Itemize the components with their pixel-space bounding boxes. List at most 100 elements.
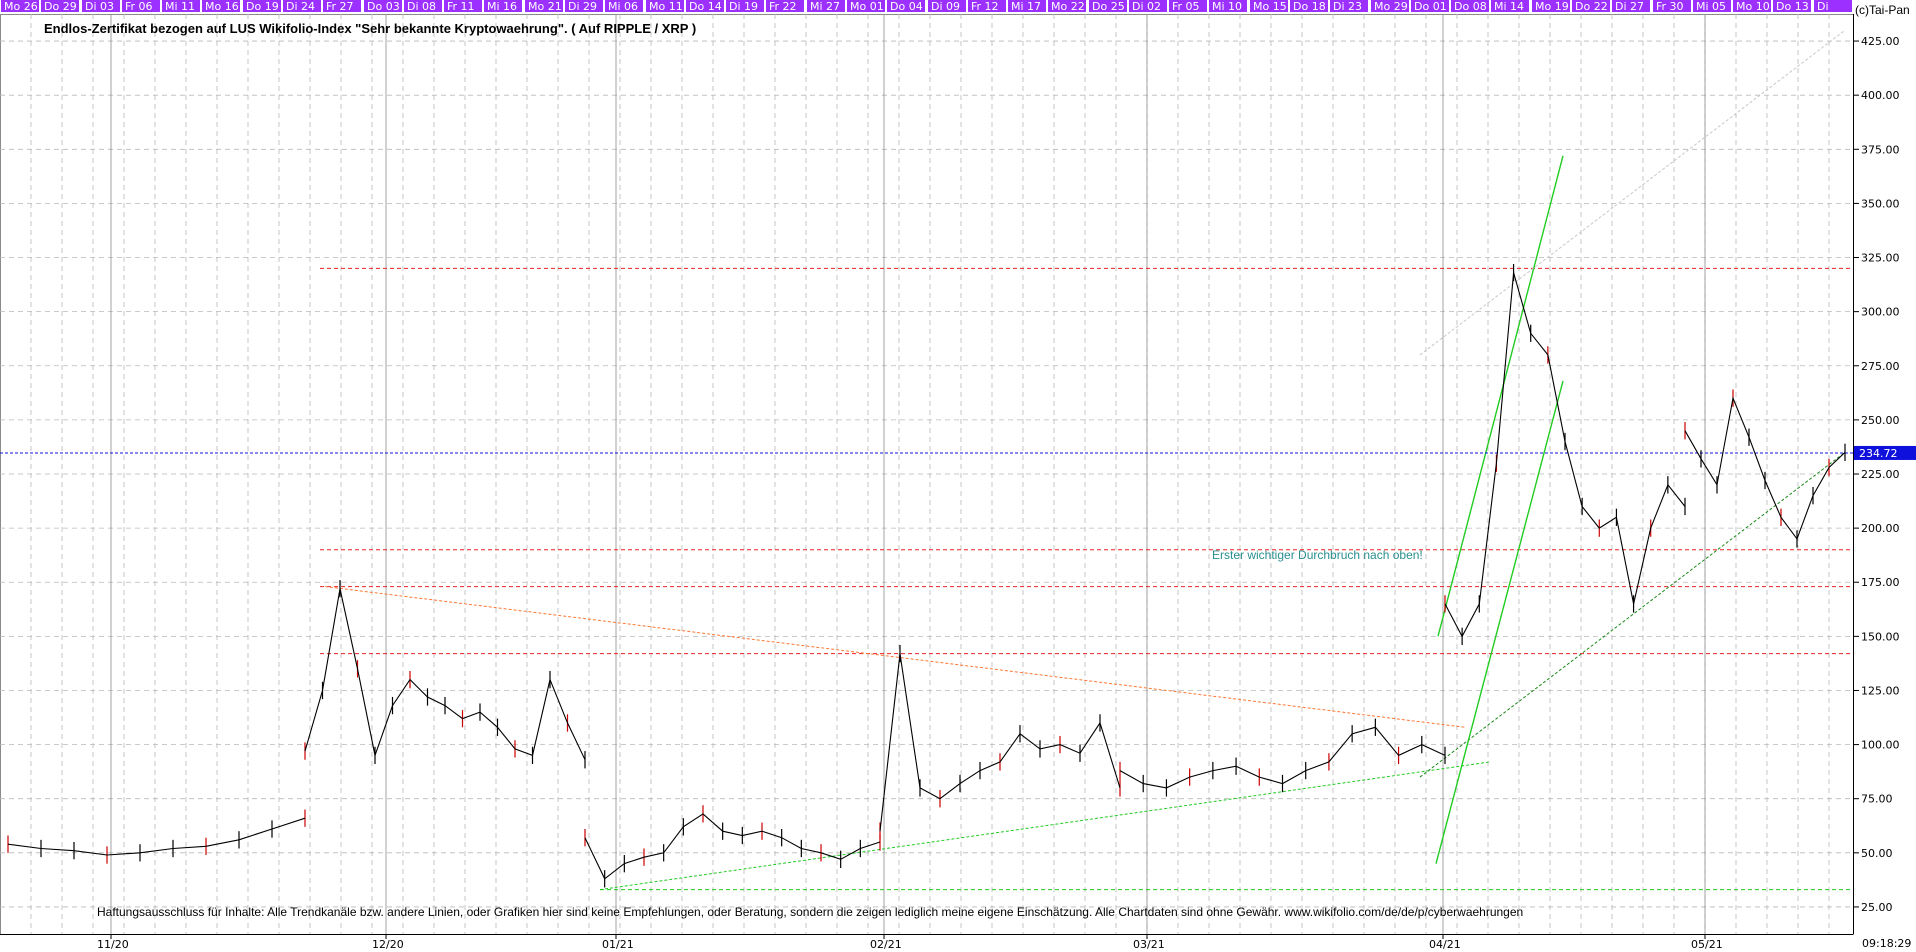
weekday-label: Di 09	[931, 0, 960, 13]
weekday-label: Do 22	[1575, 0, 1608, 13]
weekday-cell	[1, 0, 39, 12]
price-tick-label: 50.00	[1861, 847, 1893, 860]
weekday-cell	[444, 0, 482, 12]
price-tick-label: 300.00	[1861, 306, 1900, 319]
weekday-label: Mi 16	[487, 0, 517, 13]
weekday-label: Mo 15	[1253, 0, 1287, 13]
trend-line	[1419, 451, 1846, 778]
weekday-label: Di 29	[568, 0, 597, 13]
weekday-cell	[565, 0, 603, 12]
price-tick-label: 350.00	[1861, 197, 1900, 210]
weekday-label: Fr 06	[125, 0, 153, 13]
price-tick-label: 175.00	[1861, 576, 1900, 589]
price-tick-label: 125.00	[1861, 684, 1900, 697]
weekday-cell	[1371, 0, 1409, 12]
month-label: 03/21	[1133, 938, 1165, 951]
weekday-label: Mo 21	[528, 0, 562, 13]
weekday-cell	[1773, 0, 1811, 12]
time-label: 09:18:29	[1862, 937, 1911, 950]
weekday-label: Do 08	[1454, 0, 1487, 13]
weekday-label: Mo 16	[205, 0, 239, 13]
price-line	[584, 813, 881, 880]
weekday-cell	[1129, 0, 1167, 12]
chart-title: Endlos-Zertifikat bezogen auf LUS Wikifo…	[44, 21, 696, 36]
weekday-cell	[1089, 0, 1127, 12]
price-line	[7, 817, 306, 856]
weekday-label: Mo 29	[1374, 0, 1408, 13]
weekday-label: Do 14	[689, 0, 722, 13]
weekday-cell	[605, 0, 643, 12]
copyright-label: (c)Tai-Pan	[1855, 3, 1910, 17]
weekday-cell	[1250, 0, 1288, 12]
price-tick-label: 400.00	[1861, 89, 1900, 102]
price-line	[1119, 726, 1446, 789]
weekday-cell	[686, 0, 724, 12]
weekday-label: Mi 17	[1011, 0, 1041, 13]
weekday-label: Fr 05	[1172, 0, 1200, 13]
price-tick-label: 325.00	[1861, 252, 1900, 265]
price-tick-label: 425.00	[1861, 35, 1900, 48]
weekday-cell	[82, 0, 120, 12]
price-line	[1444, 272, 1686, 638]
plot-frame	[0, 14, 1854, 935]
weekday-label: Di 27	[1615, 0, 1644, 13]
weekday-label: Di 02	[1132, 0, 1161, 13]
weekday-label: Di 23	[1333, 0, 1362, 13]
weekday-cell	[484, 0, 522, 12]
weekday-label: Do 03	[367, 0, 400, 13]
weekday-label: Di 24	[286, 0, 315, 13]
weekday-cell	[1008, 0, 1046, 12]
weekday-cell	[1209, 0, 1247, 12]
weekday-cell	[1451, 0, 1489, 12]
price-tick-label: 250.00	[1861, 414, 1900, 427]
fan-line	[324, 586, 1466, 728]
month-label: 11/20	[97, 938, 129, 951]
weekday-label: Mo 11	[649, 0, 683, 13]
weekday-label: Di	[1817, 0, 1829, 13]
last-price-label: 234.72	[1859, 447, 1898, 460]
price-tick-label: 25.00	[1861, 901, 1893, 914]
weekday-label: Mi 05	[1696, 0, 1726, 13]
weekday-label: Do 19	[246, 0, 279, 13]
weekday-label: Do 25	[1092, 0, 1125, 13]
chart-grid	[0, 14, 1854, 935]
weekday-cell	[1653, 0, 1691, 12]
weekday-cell	[41, 0, 79, 12]
price-tick-label: 100.00	[1861, 739, 1900, 752]
weekday-cell	[283, 0, 321, 12]
weekday-cell	[766, 0, 804, 12]
weekday-cell	[847, 0, 885, 12]
weekday-label: Mi 27	[810, 0, 840, 13]
weekday-cell	[1693, 0, 1731, 12]
weekday-cell	[1814, 0, 1852, 12]
weekday-cell	[1169, 0, 1207, 12]
weekday-cell	[243, 0, 281, 12]
weekday-cell	[162, 0, 200, 12]
price-tick-label: 275.00	[1861, 360, 1900, 373]
weekday-label: Mo 26	[4, 0, 38, 13]
weekday-cell	[1330, 0, 1368, 12]
weekday-label: Fr 12	[971, 0, 999, 13]
price-tick-label: 225.00	[1861, 468, 1900, 481]
weekday-cell	[525, 0, 563, 12]
weekday-cell	[807, 0, 845, 12]
weekday-label: Di 03	[85, 0, 114, 13]
price-tick-label: 375.00	[1861, 143, 1900, 156]
weekday-cell	[1572, 0, 1610, 12]
month-label: 05/21	[1691, 938, 1723, 951]
price-tick-label: 75.00	[1861, 793, 1893, 806]
last-price-box	[1854, 445, 1916, 460]
price-line	[879, 653, 1121, 832]
price-candles	[7, 264, 1846, 888]
channel-line	[1437, 155, 1564, 637]
price-line	[1684, 396, 1846, 541]
price-axis: 25.00 50.00 75.00 100.00 125.00 150.00 175.00 2…	[1853, 14, 1900, 934]
weekday-label: Mi 14	[1494, 0, 1524, 13]
weekday-label: Mi 10	[1212, 0, 1242, 13]
weekday-label: Fr 30	[1656, 0, 1684, 13]
weekday-label: Mo 19	[1535, 0, 1569, 13]
projection-line	[1419, 29, 1846, 356]
month-label: 01/21	[602, 938, 634, 951]
weekday-cell	[1411, 0, 1449, 12]
